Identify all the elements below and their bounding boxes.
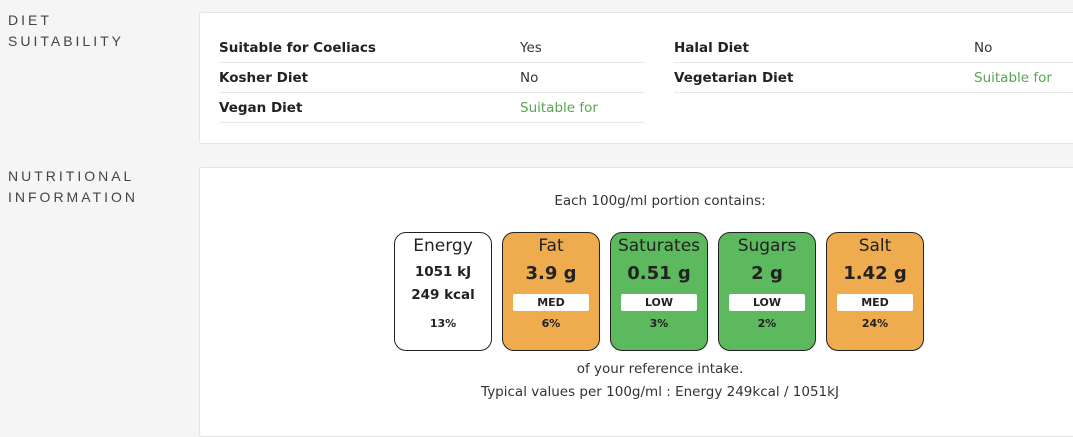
heading-line: SUITABILITY xyxy=(8,33,124,49)
heading-line: NUTRITIONAL xyxy=(8,168,135,184)
heading-line: DIET xyxy=(8,12,52,28)
tile-percent: 24% xyxy=(861,317,889,330)
diet-value: Yes xyxy=(520,40,542,56)
diet-suitability-panel: Suitable for Coeliacs Yes Kosher Diet No… xyxy=(199,12,1073,144)
level-badge: LOW xyxy=(729,294,805,311)
salt-tile: Salt 1.42 g MED 24% xyxy=(826,232,924,351)
tile-name: Salt xyxy=(858,236,892,256)
diet-label: Vegetarian Diet xyxy=(674,70,794,86)
portion-text: Each 100g/ml portion contains: xyxy=(554,193,766,209)
saturates-tile: Saturates 0.51 g LOW 3% xyxy=(610,232,708,351)
level-badge: MED xyxy=(837,294,913,311)
typical-values-text: Typical values per 100g/ml : Energy 249k… xyxy=(481,384,839,400)
level-badge: MED xyxy=(513,294,589,311)
diet-suitability-heading: DIET SUITABILITY xyxy=(8,10,124,52)
diet-row-halal: Halal Diet No xyxy=(674,33,1073,63)
tile-name: Fat xyxy=(538,236,564,256)
diet-label: Vegan Diet xyxy=(219,100,303,116)
fat-tile: Fat 3.9 g MED 6% xyxy=(502,232,600,351)
heading-line: INFORMATION xyxy=(8,189,138,205)
reference-intake-text: of your reference intake. xyxy=(576,361,744,377)
level-badge: LOW xyxy=(621,294,697,311)
energy-kj: 1051 kJ xyxy=(414,264,472,280)
tile-percent: 13% xyxy=(429,317,457,330)
diet-label: Kosher Diet xyxy=(219,70,309,86)
diet-value: Suitable for xyxy=(520,100,598,116)
tile-value: 2 g xyxy=(751,263,783,284)
tile-value: 1.42 g xyxy=(843,263,907,284)
diet-label: Suitable for Coeliacs xyxy=(219,40,376,56)
tile-name: Energy xyxy=(413,236,473,256)
tile-percent: 6% xyxy=(541,317,561,330)
nutritional-information-heading: NUTRITIONAL INFORMATION xyxy=(8,166,138,208)
tile-percent: 3% xyxy=(649,317,669,330)
diet-row-coeliacs: Suitable for Coeliacs Yes xyxy=(219,33,645,63)
diet-value: Suitable for xyxy=(974,70,1052,86)
tile-name: Sugars xyxy=(737,236,797,256)
tile-percent: 2% xyxy=(757,317,777,330)
tile-value: 3.9 g xyxy=(525,263,577,284)
diet-row-vegetarian: Vegetarian Diet Suitable for xyxy=(674,63,1073,93)
diet-value: No xyxy=(520,70,539,86)
sugars-tile: Sugars 2 g LOW 2% xyxy=(718,232,816,351)
tile-name: Saturates xyxy=(617,236,701,256)
diet-row-vegan: Vegan Diet Suitable for xyxy=(219,93,645,123)
diet-label: Halal Diet xyxy=(674,40,749,56)
tile-value: 0.51 g xyxy=(627,263,691,284)
diet-value: No xyxy=(974,40,993,56)
energy-kcal: 249 kcal xyxy=(411,287,475,303)
nutritional-information-panel: Each 100g/ml portion contains: Energy 10… xyxy=(199,167,1073,437)
diet-row-kosher: Kosher Diet No xyxy=(219,63,645,93)
energy-tile: Energy 1051 kJ 249 kcal 13% xyxy=(394,232,492,351)
